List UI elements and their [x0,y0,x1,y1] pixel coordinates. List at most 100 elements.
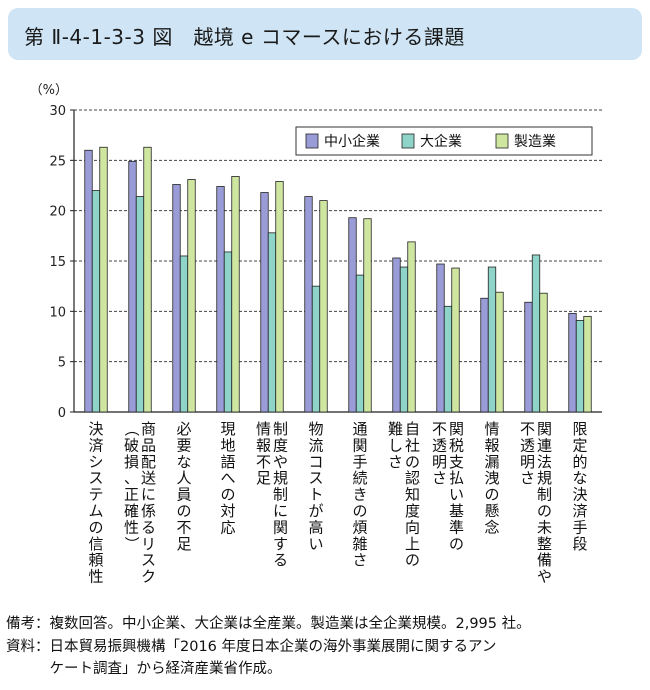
bar [143,146,152,413]
category-label-char: 済 [88,436,103,454]
note-source-cont: ケート調査」から経済産業省作成。 [6,661,282,677]
category-label-char: 度 [405,502,420,520]
category-label-char: の [405,551,420,569]
bar [539,292,548,413]
category-label-char: ス [308,469,323,487]
category-label-char: 認 [405,469,420,487]
category-label-char: 税 [449,436,464,454]
bar [231,176,240,413]
page-title: 第 Ⅱ-4-1-3-3 図 越境 e コマースにおける課題 [24,25,465,49]
bar [399,266,409,413]
category-label-char: 通 [352,420,367,438]
category-label-char: 対 [220,502,235,520]
category-label-char: 洩 [484,469,499,487]
legend-box [295,126,593,156]
category-label-char: 上 [405,535,420,553]
bar [275,181,284,413]
category-label-char: 規 [537,469,552,487]
category-label-char: す [273,535,288,553]
category-label-char: 手 [572,518,587,536]
bar [216,186,225,413]
category-label-char: 透 [520,436,535,454]
category-label-char: 連 [537,436,552,454]
bar [99,146,108,413]
category-label-char: ス [88,469,103,487]
category-label-char: 確 [124,502,139,520]
y-tick-label: 30 [49,104,66,119]
bar [172,184,181,413]
category-label-char: の [352,502,367,520]
category-label-char: に [141,486,156,504]
bar [392,257,401,413]
category-label-char: 手 [352,453,367,471]
category-label-char: 知 [405,486,420,504]
category-label-char: の [537,502,552,520]
category-label-char: 地 [220,436,235,454]
category-label-char: 基 [449,502,464,520]
category-label-char: 員 [176,486,191,504]
category-label-char: る [141,518,156,536]
note-remarks: 備考：複数回答。中小企業、大企業は全産業。製造業は全企業規模。2,995 社。 [6,616,531,632]
category-label-char: 情 [484,420,499,438]
category-label-char: 段 [572,535,587,553]
category-label-char: 語 [220,453,235,471]
category-label-char: 品 [141,436,156,454]
bar [495,291,504,413]
category-label-char: 現 [220,420,235,438]
category-label-char: 難 [388,420,403,438]
y-tick-label: 15 [49,255,66,270]
bar [84,149,93,413]
bar [575,319,585,413]
title-bar: 第 Ⅱ-4-1-3-3 図 越境 e コマースにおける課題 [8,8,642,60]
category-label-char: コ [308,453,323,471]
legend-label: 大企業 [420,133,462,150]
category-label-char: の [176,502,191,520]
category-label-char: が [308,502,323,520]
bar [451,267,460,413]
category-label-char: 限 [572,420,587,438]
category-label-char: （ [123,421,141,436]
legend-label: 製造業 [514,134,556,150]
category-label-char: 雑 [352,535,367,553]
category-label-char: リ [141,535,156,553]
category-label-char: 不 [520,420,535,438]
category-label-char: 決 [572,486,587,504]
category-label-char: る [273,551,288,569]
category-label-char: 規 [273,469,288,487]
category-label-char: 商 [141,420,156,438]
category-label-char: 制 [537,486,552,504]
category-label-char: 高 [308,518,323,536]
category-label-char: 破 [124,436,139,454]
note-source: 資料：日本貿易振興機構「2016 年度日本企業の海外事業展開に関するアン [6,639,497,655]
category-label-char: 関 [449,420,464,438]
category-label-char: 備 [537,551,552,569]
category-label-char: 頼 [88,551,103,569]
category-label-char: 念 [484,518,499,536]
category-label-char: ス [141,551,156,569]
bar [128,160,137,413]
bar [304,196,313,413]
category-label-char: 応 [220,518,235,536]
y-tick-label: 5 [58,356,66,371]
category-label-char: 必 [176,420,191,438]
category-label-char: 向 [405,518,420,536]
category-label-char: 流 [308,436,323,454]
category-label-char: に [273,502,288,520]
bar [311,285,321,413]
bar [436,263,445,413]
category-label-char: 関 [537,420,552,438]
category-label-char: 未 [537,518,552,536]
category-label-char: し [388,436,403,454]
bar [524,301,533,413]
category-label-char: 不 [432,420,447,438]
y-axis-label: （%） [30,83,68,98]
category-label-char: ク [141,568,156,586]
category-label-char: 済 [572,502,587,520]
category-label-char: 煩 [352,518,367,536]
bar [267,232,277,413]
category-label-char: 報 [256,436,271,454]
category-label-char: 制 [273,486,288,504]
category-label-char: 人 [176,469,191,487]
category-label-char: 制 [273,420,288,438]
